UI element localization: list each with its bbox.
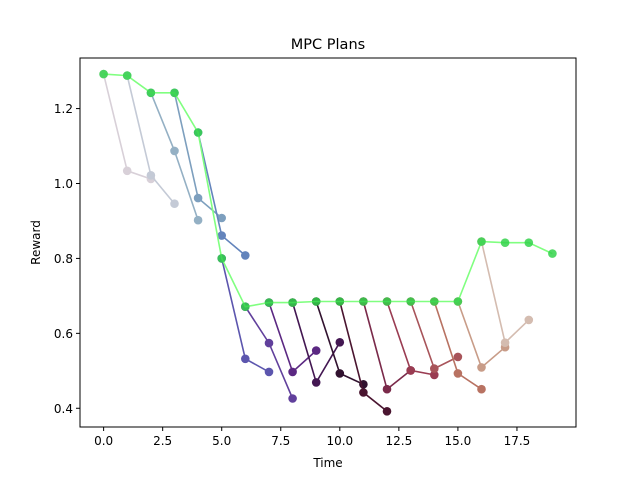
plan-point	[241, 354, 250, 364]
plan-point	[382, 407, 392, 416]
executed-point	[524, 238, 534, 247]
plan-point	[193, 215, 203, 225]
plan-point	[311, 378, 321, 387]
plan-point	[335, 338, 345, 347]
executed-point	[99, 69, 108, 79]
plan-point	[264, 367, 274, 377]
plan-point	[406, 366, 416, 375]
plan-point	[477, 384, 486, 394]
x-tick-label: 15.0	[445, 434, 472, 448]
y-tick-label: 1.0	[54, 177, 73, 191]
executed-point	[241, 302, 250, 312]
executed-point	[146, 88, 156, 98]
x-axis-ticks: 0.0 2.5 5.0 7.5 10.0 12.5 15.0 17.5	[94, 427, 530, 448]
executed-point	[430, 297, 439, 306]
executed-point	[359, 297, 368, 306]
x-tick-label: 0.0	[94, 434, 113, 448]
executed-point	[311, 297, 321, 306]
x-tick-label: 12.5	[385, 434, 412, 448]
plan-point	[170, 146, 179, 156]
executed-point	[382, 297, 392, 306]
plan-point	[430, 370, 439, 380]
y-axis-ticks: 0.4 0.6 0.8 1.0 1.2	[54, 102, 80, 416]
chart-title: MPC Plans	[291, 37, 365, 53]
executed-point	[264, 298, 274, 307]
y-axis-label: Reward	[29, 220, 43, 265]
plan-point	[170, 199, 179, 208]
plan-point	[241, 251, 250, 260]
executed-point	[288, 298, 297, 307]
executed-point	[122, 71, 132, 80]
executed-line	[103, 73, 553, 308]
x-axis-label: Time	[312, 456, 342, 470]
plan-point	[453, 369, 463, 378]
plan-point	[264, 338, 274, 348]
plan-point	[122, 166, 132, 176]
executed-point	[406, 297, 416, 306]
y-tick-label: 1.2	[54, 102, 73, 116]
plan-point	[430, 364, 439, 373]
executed-point	[217, 254, 226, 263]
x-tick-label: 5.0	[212, 434, 231, 448]
executed-point	[335, 297, 345, 306]
y-tick-label: 0.8	[54, 252, 73, 266]
plan-point	[217, 231, 226, 240]
executed-point	[170, 88, 179, 98]
plan-point	[146, 171, 156, 180]
executed-point	[193, 128, 203, 137]
plan-point	[500, 338, 510, 348]
executed-point	[477, 237, 486, 246]
plan-point	[359, 388, 368, 397]
plan-point	[524, 315, 534, 325]
plan-point	[288, 394, 297, 403]
executed-point	[453, 297, 463, 306]
plan-point	[453, 352, 463, 362]
x-tick-label: 17.5	[504, 434, 531, 448]
executed-trajectory	[99, 69, 557, 312]
plot-frame	[79, 57, 577, 428]
plan-point	[335, 369, 345, 378]
plan-point	[288, 367, 297, 377]
y-tick-label: 0.4	[54, 402, 73, 416]
plan-point	[193, 193, 203, 203]
plan-point	[311, 346, 321, 355]
x-tick-label: 10.0	[326, 434, 353, 448]
plan-point	[382, 384, 392, 394]
y-tick-label: 0.6	[54, 327, 73, 341]
x-tick-label: 7.5	[271, 434, 290, 448]
plan-point	[477, 363, 486, 372]
executed-point	[548, 249, 557, 258]
executed-point	[500, 238, 510, 247]
plan-point	[217, 213, 226, 223]
x-tick-label: 2.5	[153, 434, 172, 448]
